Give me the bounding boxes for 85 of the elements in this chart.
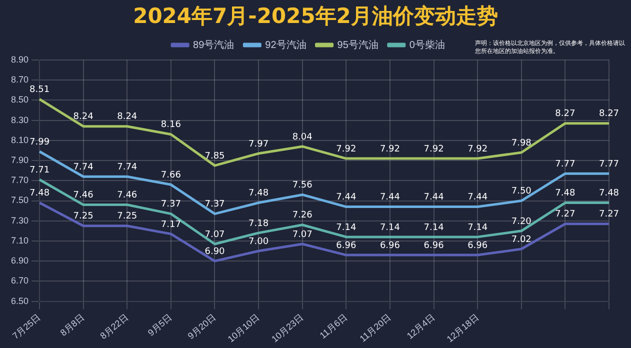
x-tick-label: 11月20日 xyxy=(358,312,393,344)
data-label: 7.44 xyxy=(424,192,444,203)
data-label: 8.04 xyxy=(292,132,313,142)
data-label: 7.66 xyxy=(160,170,182,181)
y-tick-label: 8.30 xyxy=(10,114,29,125)
legend-label: 95号汽油 xyxy=(337,38,378,51)
data-label: 8.24 xyxy=(73,112,94,122)
data-label: 7.37 xyxy=(160,200,181,210)
data-label: 8.27 xyxy=(598,109,620,120)
x-tick-label: 10月10日 xyxy=(226,312,262,344)
y-tick-label: 8.50 xyxy=(10,94,29,105)
data-label: 7.98 xyxy=(511,138,532,148)
data-label: 6.90 xyxy=(204,246,226,257)
data-label: 8.24 xyxy=(117,112,138,122)
y-tick-label: 8.10 xyxy=(10,134,29,145)
data-label: 7.44 xyxy=(336,192,356,203)
y-tick-label: 8.70 xyxy=(10,74,29,85)
x-tick-label: 7月25日 xyxy=(10,312,42,342)
y-tick-label: 6.70 xyxy=(10,276,29,286)
data-label: 7.99 xyxy=(29,137,50,148)
data-label: 7.18 xyxy=(248,218,269,229)
data-label: 7.48 xyxy=(29,188,50,199)
data-label: 7.71 xyxy=(29,165,50,176)
legend-label: 0号柴油 xyxy=(409,38,445,51)
data-label: 7.48 xyxy=(248,188,269,199)
data-label: 7.74 xyxy=(117,162,138,172)
data-label: 7.14 xyxy=(468,222,488,233)
data-label: 8.16 xyxy=(160,120,182,130)
y-tick-label: 6.50 xyxy=(10,296,29,306)
data-label: 7.44 xyxy=(380,192,400,203)
data-label: 6.96 xyxy=(336,240,356,251)
data-label: 7.44 xyxy=(468,192,488,203)
data-label: 7.77 xyxy=(555,159,576,170)
y-tick-label: 8.90 xyxy=(10,54,29,64)
data-label: 7.50 xyxy=(511,186,532,197)
y-tick-label: 6.90 xyxy=(10,256,29,266)
data-label: 6.96 xyxy=(468,240,488,251)
data-label: 7.25 xyxy=(73,212,94,222)
x-tick-label: 9月5日 xyxy=(146,312,174,338)
data-label: 7.46 xyxy=(73,190,94,201)
x-tick-label: 12月4日 xyxy=(404,312,437,342)
y-tick-label: 7.70 xyxy=(10,175,29,186)
data-label: 7.92 xyxy=(424,144,444,154)
y-tick-label: 7.30 xyxy=(10,215,29,226)
data-label: 7.48 xyxy=(598,188,620,199)
x-tick-label: 9月20日 xyxy=(186,312,218,342)
data-label: 7.27 xyxy=(555,210,576,220)
data-label: 6.96 xyxy=(424,240,444,251)
chart-title: 2024年7月-2025年2月油价变动走势 xyxy=(132,3,499,30)
data-label: 7.92 xyxy=(468,144,488,154)
legend-label: 92号汽油 xyxy=(265,38,306,51)
data-label: 7.00 xyxy=(248,236,269,247)
data-label: 7.26 xyxy=(292,210,313,221)
data-label: 7.20 xyxy=(511,216,532,227)
x-tick-label: 8月22日 xyxy=(98,312,130,342)
data-label: 7.92 xyxy=(380,144,400,154)
data-label: 7.74 xyxy=(73,162,94,172)
x-tick-label: 11月6日 xyxy=(318,312,350,341)
data-label: 7.14 xyxy=(424,222,444,233)
data-label: 7.56 xyxy=(292,180,313,191)
data-label: 7.27 xyxy=(598,210,620,220)
y-tick-label: 7.10 xyxy=(10,235,29,246)
data-label: 7.77 xyxy=(598,159,620,170)
data-label: 7.07 xyxy=(292,230,312,240)
data-label: 8.51 xyxy=(29,85,50,96)
y-tick-label: 7.90 xyxy=(10,155,29,166)
data-label: 7.14 xyxy=(380,222,400,233)
data-label: 7.85 xyxy=(204,151,225,162)
data-label: 6.96 xyxy=(380,240,400,251)
data-label: 7.97 xyxy=(248,139,269,150)
x-tick-label: 12月18日 xyxy=(444,312,480,344)
data-label: 7.37 xyxy=(204,200,225,210)
data-label: 7.25 xyxy=(117,212,138,222)
legend-label: 89号汽油 xyxy=(193,38,234,51)
x-tick-label: 10月23日 xyxy=(270,312,306,344)
data-label: 7.14 xyxy=(336,222,356,233)
data-label: 8.27 xyxy=(555,109,576,120)
data-label: 7.92 xyxy=(336,144,356,154)
data-label: 7.48 xyxy=(555,188,576,199)
data-label: 7.46 xyxy=(117,190,138,201)
data-label: 7.17 xyxy=(160,220,181,230)
data-label: 7.02 xyxy=(511,234,532,245)
data-label: 7.07 xyxy=(204,230,225,240)
x-tick-label: 8月8日 xyxy=(58,312,86,338)
y-tick-label: 7.50 xyxy=(10,195,29,206)
